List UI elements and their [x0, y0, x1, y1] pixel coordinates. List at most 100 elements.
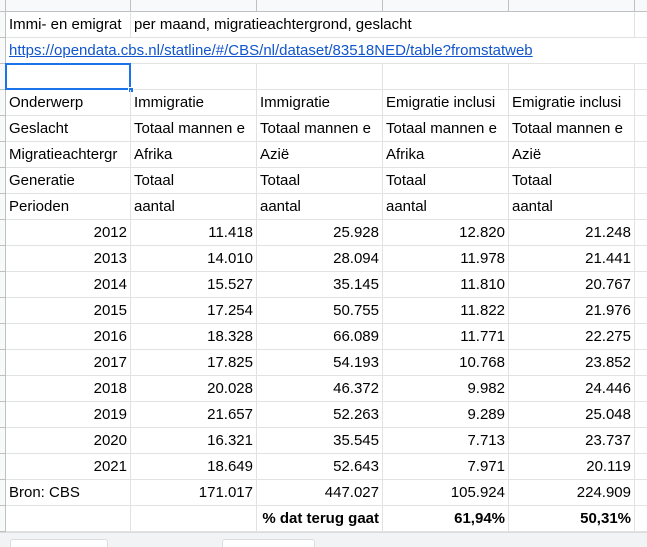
cell[interactable]: 16.321 [131, 428, 257, 454]
cell[interactable]: Migratieachtergr [6, 142, 131, 168]
row-header[interactable] [0, 402, 6, 428]
row-header[interactable] [0, 194, 6, 220]
cell[interactable]: Generatie [6, 168, 131, 194]
cell[interactable]: 61,94% [383, 506, 509, 532]
cell[interactable] [635, 506, 647, 532]
cell[interactable]: 11.771 [383, 324, 509, 350]
cell[interactable]: 20.028 [131, 376, 257, 402]
cell[interactable]: Totaal mannen e [509, 116, 635, 142]
cell[interactable]: 11.810 [383, 272, 509, 298]
cell[interactable]: 2019 [6, 402, 131, 428]
cell[interactable]: Onderwerp [6, 90, 131, 116]
cell[interactable]: 17.254 [131, 298, 257, 324]
cell[interactable]: Perioden [6, 194, 131, 220]
row-header[interactable] [0, 116, 6, 142]
cell[interactable]: 11.822 [383, 298, 509, 324]
row-header[interactable] [0, 454, 6, 480]
cell[interactable]: 2015 [6, 298, 131, 324]
cell[interactable] [635, 428, 647, 454]
cell[interactable] [509, 12, 635, 38]
column-header[interactable] [6, 0, 131, 12]
cell[interactable]: 15.527 [131, 272, 257, 298]
cell[interactable]: Azië [257, 142, 383, 168]
cell[interactable]: 2012 [6, 220, 131, 246]
cell[interactable]: 7.971 [383, 454, 509, 480]
cell[interactable] [635, 480, 647, 506]
cell[interactable]: aantal [509, 194, 635, 220]
cell[interactable]: 2018 [6, 376, 131, 402]
cell[interactable]: 2013 [6, 246, 131, 272]
column-header[interactable] [635, 0, 647, 12]
cell[interactable] [131, 506, 257, 532]
cell[interactable]: Totaal [383, 168, 509, 194]
cell[interactable]: 52.263 [257, 402, 383, 428]
row-header[interactable] [0, 324, 6, 350]
row-header[interactable] [0, 246, 6, 272]
cell[interactable]: 224.909 [509, 480, 635, 506]
cell[interactable]: Geslacht [6, 116, 131, 142]
cell[interactable] [635, 12, 647, 38]
cell[interactable]: 54.193 [257, 350, 383, 376]
cell[interactable]: 171.017 [131, 480, 257, 506]
row-header[interactable] [0, 480, 6, 506]
cell[interactable]: Emigratie inclusi [509, 90, 635, 116]
cell[interactable] [635, 38, 647, 64]
cell[interactable]: 52.643 [257, 454, 383, 480]
cell[interactable]: % dat terug gaat [257, 506, 383, 532]
column-header[interactable] [383, 0, 509, 12]
cell[interactable]: 20.767 [509, 272, 635, 298]
cell[interactable] [635, 350, 647, 376]
cell[interactable]: 10.768 [383, 350, 509, 376]
cell[interactable] [635, 64, 647, 90]
cell[interactable]: 22.275 [509, 324, 635, 350]
cell[interactable]: 50,31% [509, 506, 635, 532]
sheet-tab[interactable] [10, 539, 108, 547]
cell[interactable]: 7.713 [383, 428, 509, 454]
cell[interactable]: 12.820 [383, 220, 509, 246]
cell[interactable]: Emigratie inclusi [383, 90, 509, 116]
row-header[interactable] [0, 12, 6, 38]
cell[interactable]: 24.446 [509, 376, 635, 402]
cell[interactable]: 21.248 [509, 220, 635, 246]
cell[interactable] [635, 246, 647, 272]
column-header[interactable] [257, 0, 383, 12]
cell[interactable]: 11.978 [383, 246, 509, 272]
cell[interactable] [635, 116, 647, 142]
cell[interactable] [131, 64, 257, 90]
cell[interactable]: 46.372 [257, 376, 383, 402]
cell[interactable]: Afrika [383, 142, 509, 168]
cell[interactable]: Totaal [509, 168, 635, 194]
column-header[interactable] [509, 0, 635, 12]
cell[interactable]: 2020 [6, 428, 131, 454]
row-header[interactable] [0, 428, 6, 454]
sheet-tab[interactable] [222, 539, 315, 547]
cell[interactable] [635, 402, 647, 428]
cell[interactable]: Totaal mannen e [383, 116, 509, 142]
cell[interactable]: Immigratie [131, 90, 257, 116]
cell[interactable]: 2021 [6, 454, 131, 480]
cell[interactable]: aantal [131, 194, 257, 220]
cell[interactable]: Immigratie [257, 90, 383, 116]
cell[interactable]: Totaal mannen e [257, 116, 383, 142]
cell[interactable]: per maand, migratieachtergrond, geslacht [131, 12, 509, 38]
cell[interactable]: 25.048 [509, 402, 635, 428]
cell[interactable]: 50.755 [257, 298, 383, 324]
row-header[interactable] [0, 506, 6, 532]
cell[interactable] [635, 90, 647, 116]
cell[interactable] [635, 376, 647, 402]
column-header[interactable] [131, 0, 257, 12]
cell[interactable]: 28.094 [257, 246, 383, 272]
cell[interactable]: 2014 [6, 272, 131, 298]
cell[interactable]: 23.737 [509, 428, 635, 454]
cell[interactable]: 2016 [6, 324, 131, 350]
cell[interactable] [635, 298, 647, 324]
cell[interactable] [6, 506, 131, 532]
cell[interactable]: 11.418 [131, 220, 257, 246]
cell[interactable]: 25.928 [257, 220, 383, 246]
cell[interactable] [635, 220, 647, 246]
cell[interactable]: 2017 [6, 350, 131, 376]
row-header[interactable] [0, 168, 6, 194]
cell[interactable]: 21.976 [509, 298, 635, 324]
cell[interactable]: Afrika [131, 142, 257, 168]
cell[interactable]: Totaal [257, 168, 383, 194]
